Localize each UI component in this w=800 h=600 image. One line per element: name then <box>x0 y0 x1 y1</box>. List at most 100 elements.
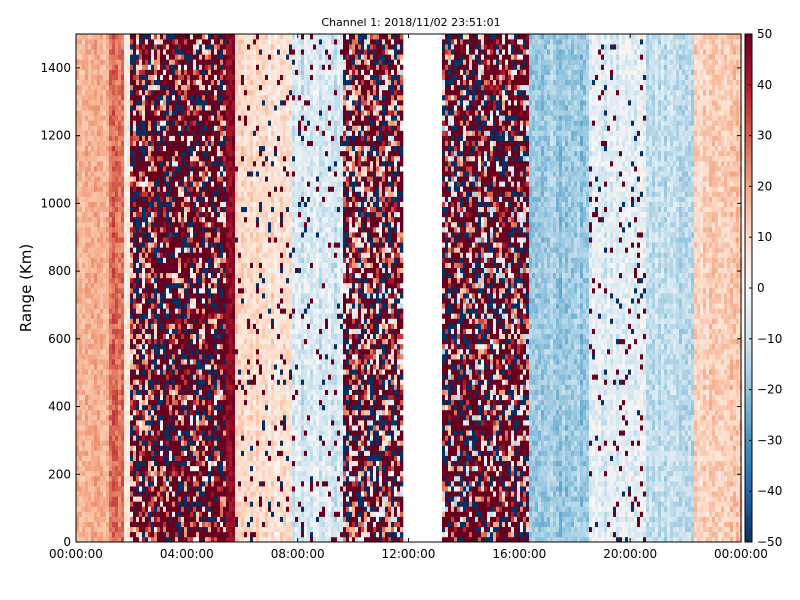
heatmap-cell <box>184 125 187 130</box>
heatmap-cell <box>184 379 187 384</box>
heatmap-cell <box>106 288 109 293</box>
heatmap-cell <box>148 334 151 339</box>
heatmap-cell <box>151 217 154 222</box>
heatmap-cell <box>220 308 223 313</box>
heatmap-cell <box>112 308 115 313</box>
heatmap-cell <box>118 75 121 80</box>
heatmap-cell <box>109 247 112 252</box>
heatmap-cell <box>190 105 193 110</box>
heatmap-cell <box>88 263 91 268</box>
heatmap-cell <box>208 232 211 237</box>
heatmap-cell <box>112 90 115 95</box>
heatmap-cell <box>109 298 112 303</box>
heatmap-cell <box>181 166 184 171</box>
heatmap-cell <box>157 283 160 288</box>
heatmap-cell <box>187 70 190 75</box>
heatmap-cell <box>130 90 133 95</box>
heatmap-cell <box>163 39 166 44</box>
heatmap-cell <box>112 273 115 278</box>
heatmap-cell <box>160 181 163 186</box>
heatmap-cell <box>127 308 130 313</box>
heatmap-cell <box>82 273 85 278</box>
heatmap-cell <box>148 451 151 456</box>
heatmap-cell <box>148 527 151 532</box>
heatmap-cell <box>193 181 196 186</box>
heatmap-cell <box>196 496 199 501</box>
heatmap-cell <box>202 212 205 217</box>
heatmap-cell <box>142 415 145 420</box>
heatmap-cell <box>181 59 184 64</box>
heatmap-cell <box>199 451 202 456</box>
heatmap-cell <box>82 227 85 232</box>
heatmap-cell <box>208 390 211 395</box>
heatmap-cell <box>130 263 133 268</box>
heatmap-cell <box>166 75 169 80</box>
heatmap-cell <box>112 527 115 532</box>
heatmap-cell <box>172 227 175 232</box>
heatmap-cell <box>154 242 157 247</box>
heatmap-cell <box>160 400 163 405</box>
heatmap-cell <box>193 166 196 171</box>
heatmap-cell <box>157 425 160 430</box>
heatmap-cell <box>172 258 175 263</box>
heatmap-cell <box>217 308 220 313</box>
heatmap-cell <box>91 486 94 491</box>
heatmap-cell <box>208 95 211 100</box>
heatmap-cell <box>223 344 226 349</box>
heatmap-cell <box>85 532 88 537</box>
heatmap-cell <box>220 303 223 308</box>
heatmap-cell <box>148 156 151 161</box>
heatmap-cell <box>103 395 106 400</box>
heatmap-cell <box>145 227 148 232</box>
heatmap-cell <box>121 405 124 410</box>
heatmap-cell <box>88 486 91 491</box>
heatmap-cell <box>91 369 94 374</box>
heatmap-cell <box>115 425 118 430</box>
heatmap-cell <box>157 222 160 227</box>
heatmap-cell <box>157 54 160 59</box>
heatmap-cell <box>139 39 142 44</box>
heatmap-cell <box>112 491 115 496</box>
heatmap-cell <box>97 217 100 222</box>
heatmap-cell <box>97 90 100 95</box>
heatmap-cell <box>181 400 184 405</box>
heatmap-cell <box>220 313 223 318</box>
heatmap-cell <box>133 491 136 496</box>
heatmap-cell <box>190 461 193 466</box>
heatmap-cell <box>217 217 220 222</box>
heatmap-cell <box>187 410 190 415</box>
heatmap-cell <box>211 318 214 323</box>
heatmap-cell <box>97 110 100 115</box>
heatmap-cell <box>208 207 211 212</box>
heatmap-cell <box>163 85 166 90</box>
heatmap-cell <box>133 186 136 191</box>
heatmap-cell <box>172 191 175 196</box>
heatmap-cell <box>130 176 133 181</box>
heatmap-cell <box>205 501 208 506</box>
heatmap-cell <box>181 491 184 496</box>
heatmap-cell <box>118 115 121 120</box>
heatmap-cell <box>139 156 142 161</box>
heatmap-cell <box>205 318 208 323</box>
heatmap-cell <box>118 105 121 110</box>
heatmap-cell <box>199 141 202 146</box>
heatmap-cell <box>211 512 214 517</box>
heatmap-cell <box>160 456 163 461</box>
heatmap-cell <box>127 461 130 466</box>
heatmap-cell <box>190 405 193 410</box>
heatmap-cell <box>190 445 193 450</box>
heatmap-cell <box>208 364 211 369</box>
heatmap-cell <box>205 415 208 420</box>
heatmap-cell <box>109 105 112 110</box>
heatmap-cell <box>196 176 199 181</box>
heatmap-cell <box>202 313 205 318</box>
heatmap-cell <box>190 359 193 364</box>
heatmap-cell <box>181 278 184 283</box>
heatmap-cell <box>169 451 172 456</box>
heatmap-cell <box>124 379 127 384</box>
heatmap-cell <box>157 374 160 379</box>
heatmap-cell <box>115 410 118 415</box>
heatmap-cell <box>187 115 190 120</box>
heatmap-cell <box>82 481 85 486</box>
heatmap-cell <box>124 141 127 146</box>
